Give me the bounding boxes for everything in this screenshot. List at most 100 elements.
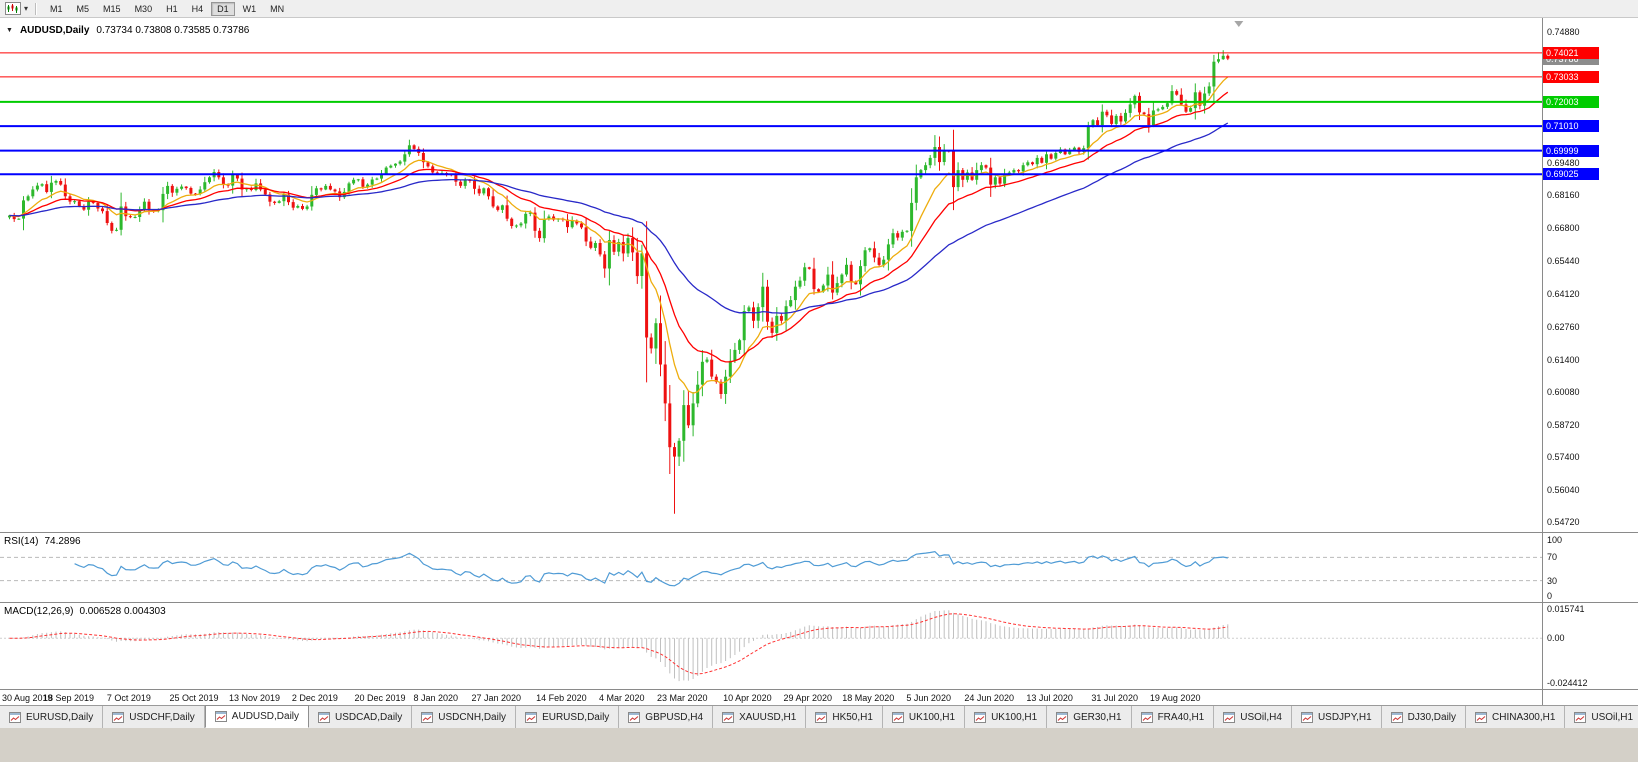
panel-divider[interactable] [0, 602, 1638, 604]
axis-separator-line [1542, 18, 1543, 705]
chart-tab-usdcnh-daily[interactable]: USDCNH,Daily [412, 706, 517, 728]
dropdown-caret-icon[interactable]: ▾ [24, 4, 29, 13]
chart-tab-label: CHINA300,H1 [1492, 711, 1556, 723]
rsi-chart-canvas[interactable] [0, 534, 1542, 602]
chart-tab-label: XAUUSD,H1 [739, 711, 797, 723]
timeframe-button-mn[interactable]: MN [270, 3, 285, 14]
chart-tab-icon [1056, 711, 1069, 723]
chart-tab-eurusd-daily[interactable]: EURUSD,Daily [516, 706, 620, 728]
timeframe-button-d1[interactable]: D1 [211, 1, 235, 16]
timeframe-toolbar: ▾ M1 M5 M15 M30 H1 H4 D1 W1 MN [0, 0, 1638, 18]
price-axis[interactable]: 0.74880 0.69480 0.68160 0.66800 0.65440 0.641… [1543, 18, 1638, 532]
rsi-indicator-label: RSI(14) 74.2896 [4, 536, 81, 547]
timeframe-button-m30[interactable]: M30 [134, 3, 153, 14]
price-tick-label: 0.64120 [1547, 288, 1580, 299]
chart-tab-ger30-h1[interactable]: GER30,H1 [1047, 706, 1132, 728]
chart-tab-label: USOil,H1 [1591, 711, 1634, 723]
chart-header: ▼ AUDUSD,Daily 0.73734 0.73808 0.73585 0… [6, 25, 249, 36]
chart-window: ▼ AUDUSD,Daily 0.73734 0.73808 0.73585 0… [0, 18, 1638, 705]
chart-tab-eurusd-daily[interactable]: EURUSD,Daily [0, 706, 104, 728]
chart-tab-label: DJ30,Daily [1407, 711, 1457, 723]
chart-tab-fra40-h1[interactable]: FRA40,H1 [1131, 706, 1215, 728]
date-tick-label: 18 Sep 2019 [42, 693, 95, 703]
hline-price-box: 0.74021 [1543, 46, 1599, 59]
date-tick-label: 2 Dec 2019 [291, 693, 338, 703]
chart-tab-usdchf-daily[interactable]: USDCHF,Daily [103, 706, 205, 728]
macd-chart-canvas[interactable] [0, 604, 1542, 689]
date-tick-label: 7 Oct 2019 [106, 693, 151, 703]
rsi-name: RSI(14) [4, 536, 39, 547]
chart-tab-icon [1300, 711, 1313, 723]
rsi-value: 74.2896 [44, 536, 81, 547]
chart-tab-usdcad-daily[interactable]: USDCAD,Daily [309, 706, 413, 728]
chart-tab-hk50-h1[interactable]: HK50,H1 [806, 706, 883, 728]
chart-tab-label: USDCHF,Daily [129, 711, 195, 723]
timeframe-button-h4[interactable]: H4 [191, 3, 204, 14]
date-tick-label: 4 Mar 2020 [599, 693, 645, 703]
hline-price-box: 0.73033 [1543, 70, 1599, 83]
date-tick-label: 30 Aug 2019 [2, 693, 53, 703]
price-chart-canvas[interactable] [0, 18, 1542, 532]
chart-tab-uk100-h1[interactable]: UK100,H1 [965, 706, 1048, 728]
chart-tab-uk100-h1[interactable]: UK100,H1 [882, 706, 966, 728]
candlestick-chart-icon [5, 2, 21, 15]
hline-price-box: 0.71010 [1543, 120, 1599, 133]
timeframe-button-m1[interactable]: M1 [50, 3, 63, 14]
chart-tab-xauusd-h1[interactable]: XAUUSD,H1 [713, 706, 807, 728]
hline-price-box: 0.69999 [1543, 144, 1599, 157]
chart-tab-icon [1390, 711, 1403, 723]
chart-tab-label: EURUSD,Daily [542, 711, 610, 723]
chart-type-icon[interactable] [5, 2, 21, 15]
chart-tab-audusd-daily[interactable]: AUDUSD,Daily [204, 705, 310, 728]
collapse-triangle-icon[interactable]: ▼ [6, 27, 13, 34]
chart-tab-usoil-h1[interactable]: USOil,H1 [1565, 706, 1638, 728]
rsi-panel: RSI(14) 74.2896 [0, 534, 1542, 602]
time-axis[interactable]: 30 Aug 2019 18 Sep 2019 7 Oct 2019 25 Oct 2… [0, 689, 1638, 705]
rsi-tick-label: 0 [1547, 591, 1553, 601]
rsi-tick-label: 100 [1547, 535, 1563, 545]
timeframe-button-m15[interactable]: M15 [103, 3, 121, 14]
macd-value: 0.006528 0.004303 [79, 606, 166, 617]
timeframe-button-h1[interactable]: H1 [166, 3, 178, 14]
price-tick-label: 0.65440 [1547, 256, 1580, 267]
date-tick-label: 10 Apr 2020 [723, 693, 772, 703]
price-tick-label: 0.66800 [1547, 223, 1580, 234]
date-tick-label: 29 Apr 2020 [783, 693, 833, 703]
timeframe-button-w1[interactable]: W1 [242, 3, 257, 14]
chart-tab-gbpusd-h4[interactable]: GBPUSD,H4 [619, 706, 714, 728]
chart-tab-icon [214, 711, 227, 722]
chart-tab-dj30-daily[interactable]: DJ30,Daily [1381, 706, 1467, 728]
price-tick-label: 0.61400 [1547, 354, 1580, 365]
rsi-axis[interactable]: 100 70 30 0 [1543, 534, 1638, 602]
chart-tab-icon [1140, 711, 1153, 723]
chart-tab-label: AUDUSD,Daily [231, 711, 300, 722]
price-tick-label: 0.69480 [1547, 158, 1580, 169]
rsi-tick-label: 30 [1547, 575, 1558, 586]
macd-name: MACD(12,26,9) [4, 606, 74, 617]
chart-tab-icon [974, 711, 987, 723]
hline-price-box: 0.72003 [1543, 95, 1599, 108]
chart-tab-icon [815, 711, 828, 723]
macd-indicator-label: MACD(12,26,9) 0.006528 0.004303 [4, 606, 166, 617]
chart-tab-usdjpy-h1[interactable]: USDJPY,H1 [1291, 706, 1382, 728]
price-tick-label: 0.57400 [1547, 451, 1580, 462]
chart-tab-icon [628, 711, 641, 723]
chart-tab-label: GBPUSD,H4 [645, 711, 704, 723]
panel-divider[interactable] [0, 532, 1638, 534]
chart-tab-label: UK100,H1 [908, 711, 956, 723]
date-tick-label: 23 Mar 2020 [657, 693, 708, 703]
price-tick-label: 0.58720 [1547, 419, 1580, 430]
date-tick-label: 5 Jun 2020 [906, 693, 951, 703]
rsi-tick-label: 70 [1547, 552, 1558, 563]
hline-price-box: 0.69025 [1543, 168, 1599, 181]
chart-tab-usoil-h4[interactable]: USOil,H4 [1214, 706, 1292, 728]
price-tick-label: 0.68160 [1547, 190, 1580, 201]
date-tick-label: 25 Oct 2019 [169, 693, 219, 703]
chart-tab-label: USDCAD,Daily [335, 711, 403, 723]
date-tick-label: 31 Jul 2020 [1091, 693, 1138, 703]
macd-axis[interactable]: 0.015741 0.00 -0.024412 [1543, 604, 1638, 689]
timeframe-button-m5[interactable]: M5 [76, 3, 90, 14]
macd-tick-label: 0.015741 [1547, 604, 1585, 614]
chart-tab-china300-h1[interactable]: CHINA300,H1 [1466, 706, 1566, 728]
